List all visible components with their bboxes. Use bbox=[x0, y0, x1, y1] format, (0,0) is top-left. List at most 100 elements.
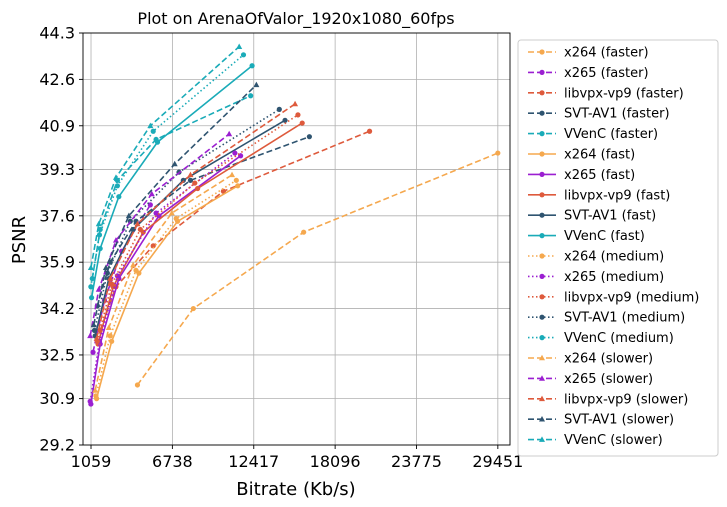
data-point bbox=[87, 332, 94, 339]
legend-entry: SVT-AV1 (faster) bbox=[528, 107, 670, 122]
data-point bbox=[95, 220, 102, 227]
data-point bbox=[112, 174, 119, 180]
y-tick-label: 34.2 bbox=[39, 299, 75, 318]
legend-label: SVT-AV1 (faster) bbox=[564, 107, 670, 122]
legend-label: x265 (fast) bbox=[564, 168, 635, 183]
series-18 bbox=[90, 81, 260, 328]
legend-label: SVT-AV1 (fast) bbox=[564, 209, 656, 224]
legend-label: x264 (medium) bbox=[564, 250, 664, 265]
legend-marker bbox=[539, 314, 545, 320]
y-axis-title: PSNR bbox=[9, 216, 30, 264]
data-point bbox=[107, 275, 114, 281]
data-point bbox=[125, 212, 132, 219]
x-tick-label: 6738 bbox=[152, 452, 193, 471]
legend-label: VVenC (faster) bbox=[564, 127, 658, 142]
x-tick-label: 1059 bbox=[71, 452, 112, 471]
legend-entry: SVT-AV1 (slower) bbox=[528, 413, 674, 428]
data-point bbox=[114, 273, 120, 279]
y-tick-label: 29.2 bbox=[39, 436, 75, 455]
axes-layer: 1059 6738 12417 18096 23775 29451 29.2 30.9 32.5… bbox=[39, 24, 523, 472]
legend-entry: VVenC (fast) bbox=[528, 229, 645, 244]
legend-entry: VVenC (medium) bbox=[528, 331, 674, 346]
data-point bbox=[299, 120, 305, 126]
data-point bbox=[195, 185, 201, 192]
data-point bbox=[187, 177, 194, 183]
legend-entry: x265 (slower) bbox=[528, 372, 653, 387]
data-point bbox=[109, 281, 115, 287]
legend-marker bbox=[539, 233, 545, 239]
data-point bbox=[226, 130, 233, 137]
legend-marker bbox=[539, 273, 545, 279]
data-point bbox=[495, 150, 501, 156]
data-point bbox=[134, 220, 141, 227]
legend-entry: x265 (medium) bbox=[528, 270, 664, 285]
legend-label: VVenC (slower) bbox=[564, 433, 663, 448]
data-point bbox=[180, 177, 186, 183]
data-point bbox=[171, 160, 178, 167]
y-tick-label: 35.9 bbox=[39, 253, 75, 272]
x-tick-label: 29451 bbox=[472, 452, 523, 471]
legend-marker bbox=[539, 395, 545, 402]
data-point bbox=[130, 261, 137, 268]
data-point bbox=[366, 128, 373, 134]
legend-entry: libvpx-vp9 (faster) bbox=[528, 86, 684, 101]
data-point bbox=[97, 245, 103, 252]
data-point bbox=[90, 321, 97, 328]
data-point bbox=[96, 232, 103, 238]
data-point bbox=[168, 209, 175, 216]
x-tick-label: 12417 bbox=[228, 452, 279, 471]
data-point bbox=[154, 139, 161, 145]
legend-label: libvpx-vp9 (slower) bbox=[564, 392, 688, 407]
data-point bbox=[292, 100, 299, 107]
data-point bbox=[190, 305, 196, 312]
data-point bbox=[295, 112, 301, 118]
data-point bbox=[88, 295, 95, 301]
data-point bbox=[134, 382, 141, 388]
series-line bbox=[96, 114, 299, 342]
legend-label: x264 (fast) bbox=[564, 148, 635, 163]
legend-entry: libvpx-vp9 (fast) bbox=[528, 188, 670, 203]
data-point bbox=[93, 393, 99, 399]
y-tick-label: 40.9 bbox=[39, 116, 75, 135]
data-point bbox=[236, 43, 243, 49]
legend-marker bbox=[539, 294, 545, 300]
y-tick-label: 37.6 bbox=[39, 206, 75, 225]
data-point bbox=[240, 52, 247, 58]
series-4 bbox=[89, 93, 254, 282]
data-point bbox=[147, 202, 153, 208]
legend-marker bbox=[539, 354, 545, 361]
data-point bbox=[114, 183, 120, 189]
legend-label: libvpx-vp9 (faster) bbox=[564, 86, 684, 101]
legend-marker bbox=[539, 69, 545, 75]
series-line bbox=[90, 155, 242, 405]
legend-label: VVenC (medium) bbox=[564, 331, 674, 346]
legend-entry: x264 (faster) bbox=[528, 46, 649, 61]
data-point bbox=[148, 190, 155, 197]
data-point bbox=[282, 117, 288, 123]
data-point bbox=[104, 270, 110, 276]
legend-box bbox=[517, 39, 719, 457]
series-19 bbox=[87, 43, 243, 270]
legend-entry: VVenC (slower) bbox=[528, 433, 663, 448]
data-point bbox=[249, 63, 255, 69]
plot-frame bbox=[82, 32, 511, 446]
x-axis-title: Bitrate (Kb/s) bbox=[236, 479, 355, 500]
data-point bbox=[92, 387, 99, 393]
data-point bbox=[150, 243, 156, 249]
series-17 bbox=[93, 100, 299, 341]
legend-marker bbox=[539, 131, 545, 137]
legend-marker bbox=[539, 90, 545, 96]
data-point bbox=[276, 106, 282, 112]
series-layer bbox=[87, 43, 501, 407]
series-line bbox=[95, 185, 239, 399]
data-point bbox=[95, 286, 102, 292]
legend-label: SVT-AV1 (slower) bbox=[564, 413, 674, 428]
legend-marker bbox=[539, 375, 545, 381]
legend-marker bbox=[539, 436, 545, 442]
data-point bbox=[253, 81, 260, 88]
data-point bbox=[88, 284, 94, 290]
series-16 bbox=[87, 130, 233, 339]
data-point bbox=[137, 226, 143, 233]
data-point bbox=[192, 180, 198, 186]
legend-label: x264 (faster) bbox=[564, 46, 649, 61]
